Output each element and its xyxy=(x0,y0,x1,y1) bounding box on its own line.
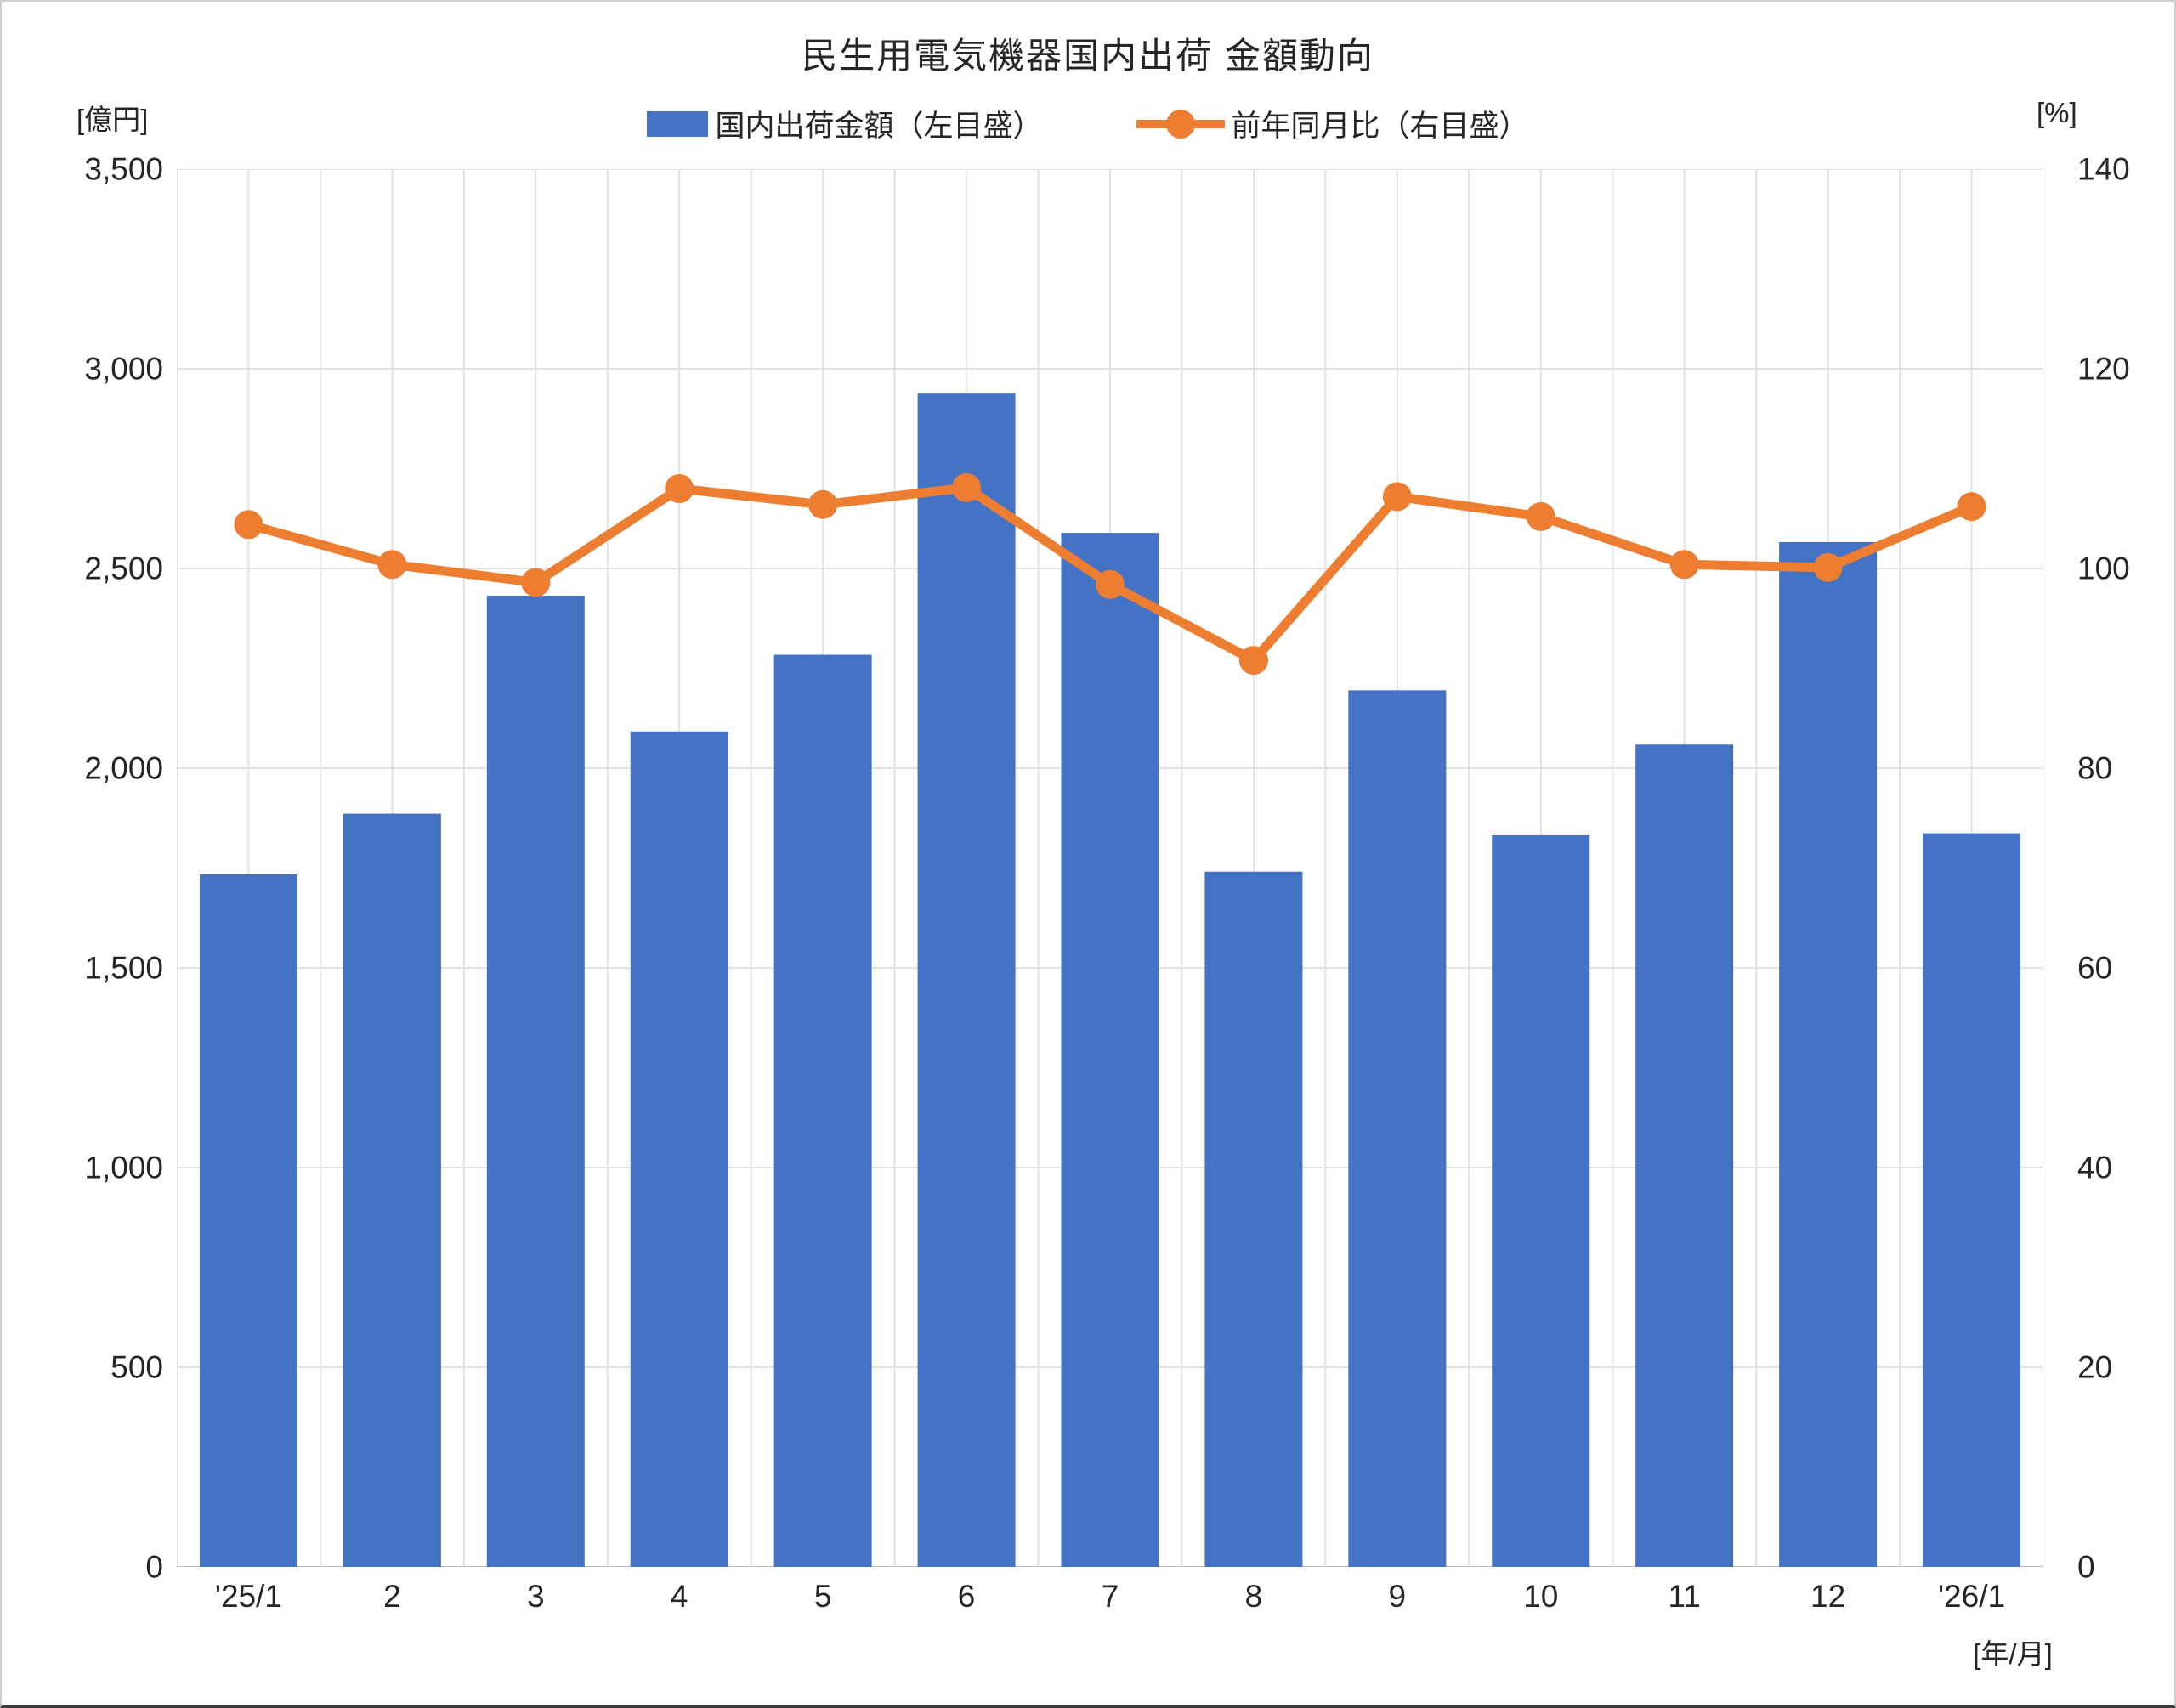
ytick-label: 500 xyxy=(110,1349,163,1385)
xtick-label-'25/1: '25/1 xyxy=(214,1579,282,1614)
ytick-label: 1,500 xyxy=(84,950,163,986)
ytick-label: 2,500 xyxy=(84,551,163,586)
ytick-label: 2,000 xyxy=(84,750,163,786)
yoy-point-3 xyxy=(521,568,551,597)
ytick-label: 0 xyxy=(2077,1549,2095,1585)
bar-'25/1 xyxy=(199,874,298,1567)
xtick-label-2: 2 xyxy=(383,1579,401,1614)
x-axis-unit: [年/月] xyxy=(1973,1638,2053,1670)
yoy-point-6 xyxy=(952,472,982,502)
yoy-point-10 xyxy=(1526,501,1556,531)
bar-9 xyxy=(1348,690,1447,1567)
plot-area xyxy=(177,169,2043,1567)
chart-title: 民生用電気機器国内出荷 金額動向 xyxy=(802,36,1374,76)
bar-2 xyxy=(343,813,441,1567)
xtick-label-10: 10 xyxy=(1523,1579,1559,1614)
ytick-label: 40 xyxy=(2077,1150,2113,1185)
xtick-label-4: 4 xyxy=(670,1579,688,1614)
left-axis-unit: [億円] xyxy=(76,104,149,135)
plot-svg xyxy=(177,169,2043,1567)
yoy-point-8 xyxy=(1238,646,1268,676)
ytick-label: 1,000 xyxy=(84,1150,163,1185)
bar-6 xyxy=(917,393,1016,1567)
legend: 国内出荷金額（左目盛） 前年同月比（右目盛） xyxy=(2,102,2174,145)
ytick-label: 80 xyxy=(2077,750,2113,786)
xtick-label-'26/1: '26/1 xyxy=(1937,1579,2006,1614)
legend-line-label: 前年同月比（右目盛） xyxy=(1231,110,1529,143)
yoy-point-5 xyxy=(808,489,838,519)
yoy-point-7 xyxy=(1096,569,1125,599)
bar-8 xyxy=(1204,871,1303,1567)
ytick-label: 60 xyxy=(2077,950,2113,986)
bar-'26/1 xyxy=(1923,833,2021,1567)
bar-5 xyxy=(774,654,872,1567)
bar-12 xyxy=(1779,541,1878,1567)
bar-11 xyxy=(1635,744,1734,1567)
right-axis-ticks: 140 120 100 80 60 40 20 0 xyxy=(2077,154,2171,1583)
yoy-point-2 xyxy=(377,550,407,580)
right-axis-unit: [%] xyxy=(2037,97,2077,128)
xtick-label-3: 3 xyxy=(527,1579,545,1614)
xtick-label-9: 9 xyxy=(1388,1579,1407,1614)
left-axis-ticks: 3,500 3,000 2,500 2,000 1,500 1,000 500 0 xyxy=(2,154,163,1583)
legend-item-yoy: 前年同月比（右目盛） xyxy=(1136,102,1529,145)
legend-line-swatch-icon xyxy=(1136,109,1225,139)
xtick-label-6: 6 xyxy=(957,1579,976,1614)
xtick-label-7: 7 xyxy=(1101,1579,1119,1614)
ytick-label: 100 xyxy=(2077,551,2130,586)
yoy-point-'26/1 xyxy=(1957,492,1986,522)
xtick-label-8: 8 xyxy=(1244,1579,1263,1614)
x-axis-ticks: '25/1 2 3 4 5 6 7 8 9 10 11 12 '26/1 xyxy=(177,1581,2043,1623)
ytick-label: 0 xyxy=(145,1549,163,1585)
ytick-label: 120 xyxy=(2077,351,2130,387)
xtick-label-5: 5 xyxy=(813,1579,832,1614)
ytick-label: 3,000 xyxy=(84,351,163,387)
bar-4 xyxy=(630,731,728,1567)
ytick-label: 20 xyxy=(2077,1349,2113,1385)
legend-item-shipment: 国内出荷金額（左目盛） xyxy=(647,102,1043,145)
xtick-label-11: 11 xyxy=(1668,1579,1701,1614)
legend-bar-label: 国内出荷金額（左目盛） xyxy=(715,110,1043,143)
yoy-point-12 xyxy=(1813,552,1843,582)
bar-3 xyxy=(486,595,585,1567)
ytick-label: 140 xyxy=(2077,151,2130,187)
xtick-label-12: 12 xyxy=(1810,1579,1846,1614)
ytick-label: 3,500 xyxy=(84,151,163,187)
yoy-point-9 xyxy=(1382,482,1412,512)
bar-7 xyxy=(1061,533,1159,1567)
bar-10 xyxy=(1492,834,1590,1567)
yoy-point-11 xyxy=(1669,550,1699,580)
yoy-point-'25/1 xyxy=(234,510,264,540)
yoy-point-4 xyxy=(665,474,694,503)
legend-bar-swatch-icon xyxy=(647,110,709,137)
